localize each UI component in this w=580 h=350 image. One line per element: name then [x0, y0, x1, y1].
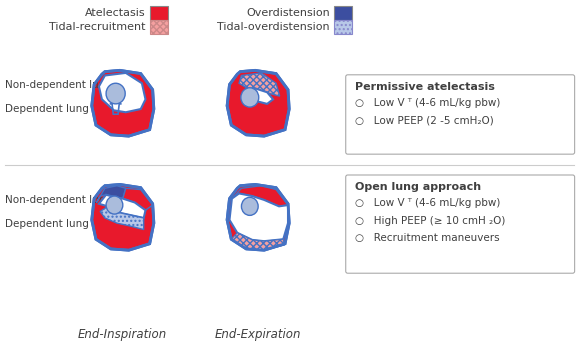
Polygon shape — [239, 73, 280, 96]
Bar — [150, 6, 168, 20]
Polygon shape — [227, 70, 289, 136]
Text: ○   High PEEP (≥ 10 cmH ₂O): ○ High PEEP (≥ 10 cmH ₂O) — [355, 216, 505, 226]
Ellipse shape — [241, 197, 258, 215]
Polygon shape — [99, 195, 146, 218]
Polygon shape — [92, 70, 154, 136]
Ellipse shape — [106, 196, 123, 214]
Polygon shape — [232, 186, 288, 206]
Polygon shape — [92, 184, 154, 250]
Text: End-Expiration: End-Expiration — [215, 328, 302, 341]
Text: Tidal-overdistension: Tidal-overdistension — [217, 22, 330, 32]
Polygon shape — [230, 194, 288, 241]
Text: Dependent lung: Dependent lung — [5, 219, 89, 229]
FancyBboxPatch shape — [346, 175, 575, 273]
Text: End-Inspiration: End-Inspiration — [78, 328, 168, 341]
Text: ○   Recruitment maneuvers: ○ Recruitment maneuvers — [355, 233, 499, 244]
Polygon shape — [99, 73, 146, 112]
Polygon shape — [100, 206, 144, 230]
Ellipse shape — [241, 88, 259, 107]
Ellipse shape — [106, 83, 125, 104]
Polygon shape — [227, 184, 289, 250]
Text: ○   Low V ᵀ (4-6 mL/kg pbw): ○ Low V ᵀ (4-6 mL/kg pbw) — [355, 198, 500, 208]
Bar — [334, 6, 351, 20]
Polygon shape — [96, 186, 126, 203]
Polygon shape — [251, 89, 273, 104]
Text: ○   Low V ᵀ (4-6 mL/kg pbw): ○ Low V ᵀ (4-6 mL/kg pbw) — [355, 98, 500, 107]
Text: ○   Low PEEP (2 -5 cmH₂O): ○ Low PEEP (2 -5 cmH₂O) — [355, 116, 494, 125]
Text: Atelectasis: Atelectasis — [85, 8, 146, 18]
Bar — [150, 20, 168, 34]
Text: Overdistension: Overdistension — [246, 8, 330, 18]
Text: Tidal-recruitment: Tidal-recruitment — [49, 22, 146, 32]
Text: Open lung approach: Open lung approach — [355, 182, 481, 192]
FancyBboxPatch shape — [346, 75, 575, 154]
Bar — [334, 20, 351, 34]
Text: Permissive atelectasis: Permissive atelectasis — [355, 82, 495, 92]
Polygon shape — [231, 233, 284, 250]
Text: Non-dependent lung: Non-dependent lung — [5, 195, 113, 205]
Text: Non-dependent lung: Non-dependent lung — [5, 80, 113, 90]
Polygon shape — [123, 188, 153, 210]
Text: Dependent lung: Dependent lung — [5, 104, 89, 113]
